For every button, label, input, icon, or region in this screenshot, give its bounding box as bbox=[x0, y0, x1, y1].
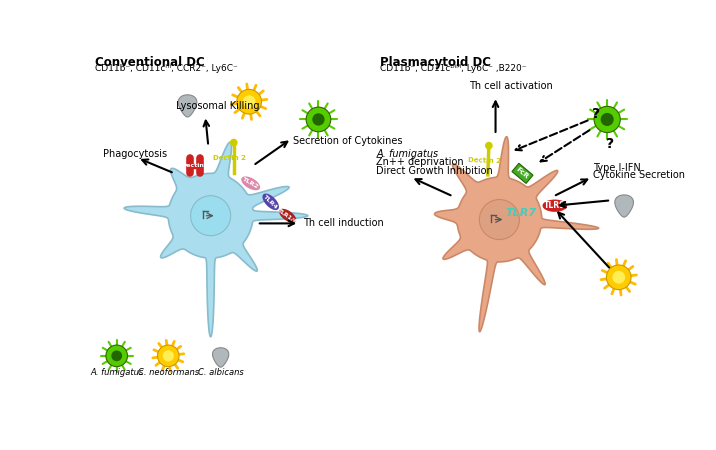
Text: Plasmacytoid DC: Plasmacytoid DC bbox=[380, 56, 491, 69]
Circle shape bbox=[230, 139, 238, 146]
Text: A. fumigatus: A. fumigatus bbox=[90, 368, 143, 377]
Circle shape bbox=[485, 142, 493, 149]
Text: A. fumigatus: A. fumigatus bbox=[376, 149, 438, 159]
Text: Dectin1: Dectin1 bbox=[182, 163, 209, 168]
Polygon shape bbox=[213, 348, 229, 367]
Circle shape bbox=[243, 95, 256, 108]
Circle shape bbox=[312, 113, 324, 126]
Text: Cytokine Secretion: Cytokine Secretion bbox=[594, 170, 685, 180]
Circle shape bbox=[190, 196, 231, 236]
Text: Zn++ deprivation: Zn++ deprivation bbox=[376, 157, 464, 167]
Text: TLR1/6: TLR1/6 bbox=[276, 207, 299, 225]
Circle shape bbox=[306, 107, 331, 132]
Text: FcR: FcR bbox=[515, 166, 530, 180]
Text: Dectin 2: Dectin 2 bbox=[213, 155, 246, 161]
Text: Secretion of Cytokines: Secretion of Cytokines bbox=[293, 136, 402, 146]
Polygon shape bbox=[178, 95, 197, 117]
Text: Direct Growth Inhibition: Direct Growth Inhibition bbox=[376, 166, 493, 176]
Text: Conventional DC: Conventional DC bbox=[95, 56, 205, 69]
Text: CD11b⁻, CD11cᴰⁱᴹ, Ly6C⁻ ,B220⁻: CD11b⁻, CD11cᴰⁱᴹ, Ly6C⁻ ,B220⁻ bbox=[380, 64, 526, 73]
Text: TLR4: TLR4 bbox=[263, 194, 279, 210]
Text: TLR7: TLR7 bbox=[505, 208, 537, 218]
Text: CD11b⁻, CD11cᴴⁱ, CCR2⁻, Ly6C⁻: CD11b⁻, CD11cᴴⁱ, CCR2⁻, Ly6C⁻ bbox=[95, 64, 238, 73]
Text: TLR9: TLR9 bbox=[544, 201, 566, 210]
Circle shape bbox=[594, 106, 620, 133]
Polygon shape bbox=[124, 142, 308, 337]
Text: Type I-IFN: Type I-IFN bbox=[594, 163, 641, 173]
Text: Th cell induction: Th cell induction bbox=[303, 218, 384, 229]
Circle shape bbox=[106, 345, 127, 367]
Circle shape bbox=[158, 345, 179, 367]
Polygon shape bbox=[615, 195, 634, 217]
Circle shape bbox=[612, 271, 625, 284]
Text: Th cell activation: Th cell activation bbox=[468, 81, 552, 91]
Text: TLR2: TLR2 bbox=[241, 177, 260, 190]
Text: C. neoformans: C. neoformans bbox=[137, 368, 199, 377]
Circle shape bbox=[111, 351, 122, 361]
Polygon shape bbox=[263, 194, 279, 210]
Polygon shape bbox=[241, 176, 260, 190]
Polygon shape bbox=[543, 199, 567, 212]
Circle shape bbox=[606, 265, 631, 290]
Circle shape bbox=[480, 199, 519, 239]
Text: ?: ? bbox=[606, 137, 614, 151]
Text: C. albicans: C. albicans bbox=[198, 368, 243, 377]
Polygon shape bbox=[512, 163, 533, 184]
Text: Lysosomal Killing: Lysosomal Killing bbox=[176, 101, 259, 111]
Text: ?: ? bbox=[592, 107, 600, 121]
Circle shape bbox=[601, 113, 614, 126]
Text: Dectin 2: Dectin 2 bbox=[468, 157, 501, 164]
Circle shape bbox=[163, 350, 174, 361]
Circle shape bbox=[237, 90, 261, 114]
Text: Phagocytosis: Phagocytosis bbox=[103, 149, 167, 159]
Polygon shape bbox=[435, 137, 599, 332]
Polygon shape bbox=[279, 209, 296, 223]
